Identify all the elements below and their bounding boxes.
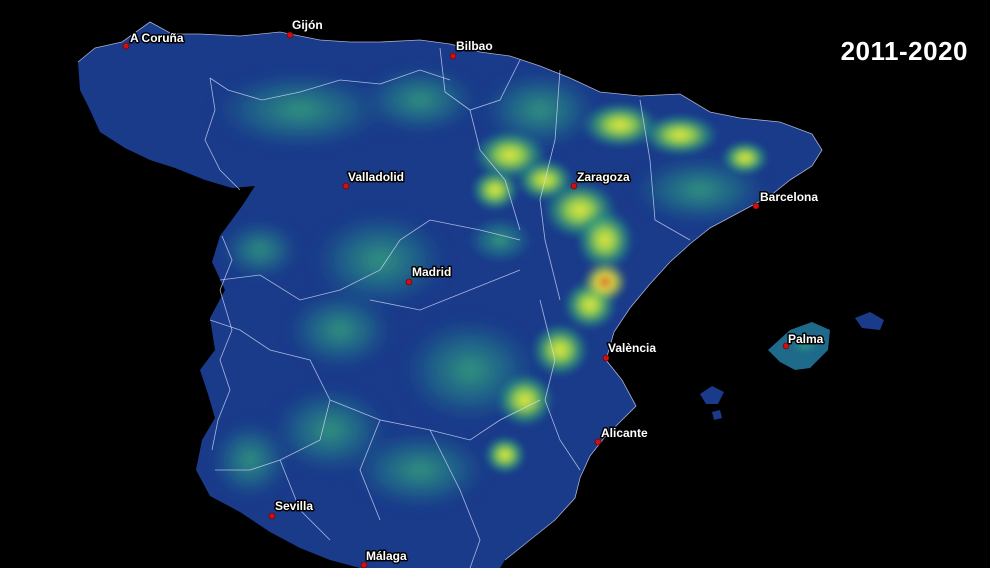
city-bilbao: Bilbao	[449, 38, 494, 60]
mainland	[77, 21, 823, 568]
city-label: Málaga	[366, 549, 407, 563]
period-title: 2011-2020	[840, 36, 968, 66]
city-label: Zaragoza	[577, 170, 630, 184]
city-alicante: Alicante	[594, 425, 650, 446]
city-label: Barcelona	[760, 190, 818, 204]
city-barcelona: Barcelona	[752, 189, 820, 210]
city-label: Bilbao	[456, 39, 493, 53]
balearic-islands	[700, 312, 884, 420]
city-malaga: Málaga	[360, 548, 409, 568]
city-label: Valladolid	[348, 170, 404, 184]
city-label: Alicante	[601, 426, 648, 440]
city-label: Palma	[788, 332, 824, 346]
city-gijon: Gijón	[286, 17, 324, 39]
city-label: Madrid	[412, 265, 451, 279]
region-borders	[77, 21, 823, 568]
city-madrid: Madrid	[405, 264, 453, 286]
city-sevilla: Sevilla	[268, 498, 315, 520]
city-palma: Palma	[782, 331, 825, 350]
city-zaragoza: Zaragoza	[570, 169, 632, 190]
city-label: Sevilla	[275, 499, 313, 513]
city-a-coruna: A Coruña	[122, 30, 185, 50]
city-label: A Coruña	[130, 31, 184, 45]
city-label: Gijón	[292, 18, 323, 32]
city-label: València	[608, 341, 656, 355]
heat-field	[210, 65, 770, 510]
city-valencia: València	[602, 340, 658, 362]
city-valladolid: Valladolid	[342, 169, 406, 190]
city-markers: A Coruña Gijón Bilbao Valladolid Zaragoz…	[122, 17, 825, 568]
